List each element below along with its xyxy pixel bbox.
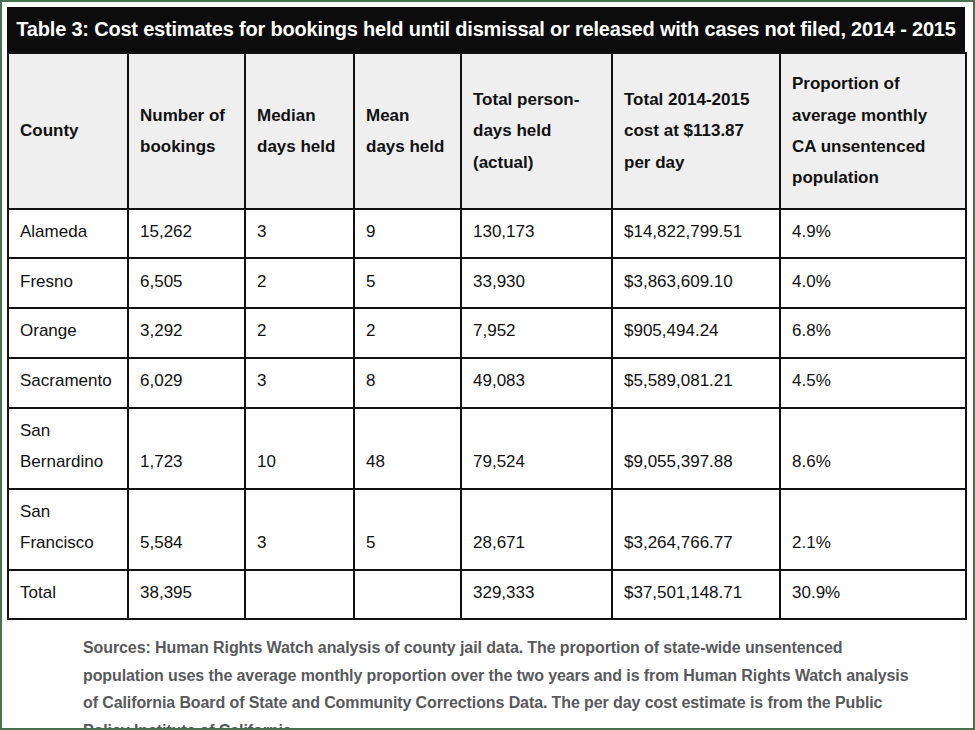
header-proportion: Proportion of average monthly CA unsente…: [780, 53, 966, 209]
cell-proportion: 4.5%: [780, 358, 966, 408]
cell-bookings: 5,584: [128, 489, 245, 570]
page-container: Table 3: Cost estimates for bookings hel…: [2, 2, 973, 730]
cell-total-bookings: 38,395: [128, 570, 245, 619]
cell-cost: $9,055,397.88: [612, 408, 780, 489]
table-row-san-bernardino: San Bernardino 1,723 10 48 79,524 $9,055…: [8, 408, 966, 489]
table-row-san-francisco: San Francisco 5,584 3 5 28,671 $3,264,76…: [8, 489, 966, 570]
cell-person-days: 7,952: [461, 308, 612, 357]
cell-total-mean: [354, 570, 461, 619]
cell-mean: 9: [354, 209, 461, 258]
cell-median: 3: [245, 209, 354, 258]
header-county: County: [8, 53, 128, 209]
cell-cost: $14,822,799.51: [612, 209, 780, 258]
table-header: County Number of bookings Median days he…: [8, 53, 966, 209]
table-title-bar: Table 3: Cost estimates for bookings hel…: [7, 7, 965, 52]
cell-mean: 8: [354, 358, 461, 408]
cell-total-person-days: 329,333: [461, 570, 612, 619]
cell-proportion: 6.8%: [780, 308, 966, 357]
cell-county: Sacramento: [8, 358, 128, 408]
cell-mean: 2: [354, 308, 461, 357]
cell-bookings: 3,292: [128, 308, 245, 357]
cell-median: 3: [245, 358, 354, 408]
cell-county: San Bernardino: [8, 408, 128, 489]
cell-median: 2: [245, 308, 354, 357]
table-body: Alameda 15,262 3 9 130,173 $14,822,799.5…: [8, 209, 966, 619]
cell-median: 10: [245, 408, 354, 489]
cell-county: San Francisco: [8, 489, 128, 570]
cell-total-proportion: 30.9%: [780, 570, 966, 619]
cell-proportion: 8.6%: [780, 408, 966, 489]
cell-county: Fresno: [8, 258, 128, 308]
table-row-total: Total 38,395 329,333 $37,501,148.71 30.9…: [8, 570, 966, 619]
cell-cost: $905,494.24: [612, 308, 780, 357]
table-row-orange: Orange 3,292 2 2 7,952 $905,494.24 6.8%: [8, 308, 966, 357]
table-row-sacramento: Sacramento 6,029 3 8 49,083 $5,589,081.2…: [8, 358, 966, 408]
table-title: Table 3: Cost estimates for bookings hel…: [16, 18, 955, 41]
cell-proportion: 4.0%: [780, 258, 966, 308]
cell-cost: $3,264,766.77: [612, 489, 780, 570]
cell-person-days: 28,671: [461, 489, 612, 570]
cell-bookings: 1,723: [128, 408, 245, 489]
header-person-days: Total person- days held (actual): [461, 53, 612, 209]
cell-mean: 48: [354, 408, 461, 489]
cell-mean: 5: [354, 258, 461, 308]
sources-note: Sources: Human Rights Watch analysis of …: [83, 634, 914, 730]
cell-bookings: 6,029: [128, 358, 245, 408]
cell-cost: $3,863,609.10: [612, 258, 780, 308]
cell-total-median: [245, 570, 354, 619]
header-row: County Number of bookings Median days he…: [8, 53, 966, 209]
cell-county: Alameda: [8, 209, 128, 258]
header-cost: Total 2014-2015 cost at $113.87 per day: [612, 53, 780, 209]
cell-person-days: 130,173: [461, 209, 612, 258]
cell-mean: 5: [354, 489, 461, 570]
cell-person-days: 79,524: [461, 408, 612, 489]
cell-person-days: 49,083: [461, 358, 612, 408]
table-row-fresno: Fresno 6,505 2 5 33,930 $3,863,609.10 4.…: [8, 258, 966, 308]
cell-cost: $5,589,081.21: [612, 358, 780, 408]
header-median-days: Median days held: [245, 53, 354, 209]
cell-bookings: 6,505: [128, 258, 245, 308]
report-page: { "title": "Table 3: Cost estimates for …: [0, 0, 975, 730]
cell-county: Orange: [8, 308, 128, 357]
cell-proportion: 4.9%: [780, 209, 966, 258]
cell-proportion: 2.1%: [780, 489, 966, 570]
cell-total-cost: $37,501,148.71: [612, 570, 780, 619]
cell-person-days: 33,930: [461, 258, 612, 308]
table-row-alameda: Alameda 15,262 3 9 130,173 $14,822,799.5…: [8, 209, 966, 258]
cost-estimates-table: County Number of bookings Median days he…: [7, 52, 967, 620]
cell-bookings: 15,262: [128, 209, 245, 258]
header-bookings: Number of bookings: [128, 53, 245, 209]
cell-total-label: Total: [8, 570, 128, 619]
header-mean-days: Mean days held: [354, 53, 461, 209]
cell-median: 3: [245, 489, 354, 570]
cell-median: 2: [245, 258, 354, 308]
